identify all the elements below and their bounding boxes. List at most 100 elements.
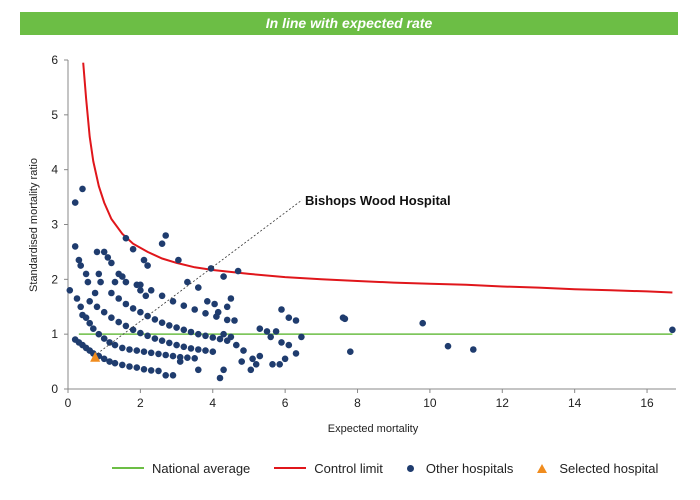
- other-hospital-point: [298, 333, 305, 341]
- other-hospital-point: [187, 328, 195, 336]
- legend-label: National average: [152, 460, 251, 476]
- y-tick-label: 5: [51, 108, 58, 122]
- other-hospital-point: [108, 314, 115, 322]
- other-hospital-point: [119, 344, 126, 352]
- other-hospital-point: [341, 315, 349, 323]
- other-hospital-point: [216, 335, 224, 343]
- other-hospital-point: [91, 289, 99, 297]
- other-hospital-point: [269, 361, 276, 368]
- other-hospital-point: [137, 308, 144, 316]
- other-hospital-point: [249, 355, 256, 363]
- other-hospital-point: [162, 351, 169, 359]
- x-tick-label: 14: [568, 396, 582, 410]
- other-hospital-point: [216, 374, 224, 382]
- other-hospital-point: [281, 355, 289, 363]
- other-hospital-point: [180, 326, 188, 334]
- other-hospital-point: [195, 284, 202, 291]
- other-hospital-point: [90, 325, 97, 333]
- other-hospital-point: [195, 330, 202, 338]
- other-hospital-point: [162, 232, 169, 239]
- other-hospital-point: [263, 328, 271, 335]
- other-hospital-point: [169, 372, 177, 379]
- other-hospital-point: [147, 367, 155, 374]
- other-hospital-point: [93, 303, 101, 311]
- other-hospital-point: [77, 303, 84, 311]
- other-hospital-point: [234, 267, 242, 275]
- other-hospital-point: [231, 317, 238, 324]
- other-hospital-point: [147, 349, 155, 357]
- x-tick-label: 6: [282, 396, 289, 410]
- other-hospital-point: [233, 341, 240, 349]
- other-hospital-point: [79, 185, 86, 193]
- other-hospital-point: [100, 355, 108, 363]
- other-hospital-point: [82, 270, 90, 278]
- other-hospital-point: [100, 335, 108, 342]
- other-hospital-point: [82, 314, 90, 322]
- other-hospital-point: [158, 240, 166, 247]
- other-hospital-point: [444, 342, 452, 350]
- other-hospital-point: [267, 333, 275, 341]
- other-hospital-point: [151, 316, 159, 323]
- other-hospital-point: [213, 313, 220, 320]
- other-hospital-point: [276, 361, 284, 368]
- other-hospital-point: [195, 366, 202, 374]
- other-hospital-point: [144, 262, 151, 269]
- other-hospital-point: [347, 348, 354, 356]
- other-hospital-point: [211, 300, 218, 308]
- control-limit-line: [82, 62, 673, 294]
- other-hospital-point: [108, 289, 115, 297]
- other-hospital-point: [73, 295, 81, 302]
- other-hospital-point: [285, 341, 293, 349]
- other-hospital-point: [140, 348, 148, 356]
- other-hospital-point: [195, 346, 202, 353]
- other-hospital-point: [75, 256, 83, 264]
- other-hospital-point: [142, 292, 150, 300]
- other-hospital-point: [202, 310, 209, 317]
- other-hospital-point: [220, 366, 227, 374]
- other-hospital-point: [137, 281, 144, 289]
- y-tick-label: 4: [51, 163, 58, 177]
- legend-triangle-icon: [537, 463, 548, 473]
- legend-national-average: National average: [112, 461, 250, 476]
- other-hospital-point: [155, 350, 162, 358]
- other-hospital-point: [119, 361, 126, 369]
- other-hospital-point: [140, 366, 148, 373]
- x-tick-label: 8: [354, 396, 361, 410]
- other-hospital-point: [669, 326, 676, 334]
- other-hospital-point: [144, 312, 151, 320]
- other-hospital-point: [77, 262, 84, 269]
- other-hospital-point: [162, 372, 169, 379]
- other-hospital-point: [122, 278, 130, 286]
- other-hospital-point: [129, 305, 137, 312]
- other-hospital-point: [223, 303, 231, 311]
- other-hospital-point: [285, 314, 293, 322]
- y-axis-title: Standardised mortality ratio: [28, 158, 40, 292]
- other-hospital-point: [220, 330, 227, 338]
- other-hospital-point: [220, 273, 227, 280]
- other-hospital-point: [292, 350, 300, 357]
- other-hospital-point: [180, 343, 188, 351]
- legend-control-limit: Control limit: [274, 461, 383, 476]
- other-hospital-point: [95, 270, 103, 278]
- other-hospital-point: [144, 332, 151, 340]
- other-hospital-point: [119, 273, 126, 280]
- other-hospital-point: [252, 361, 260, 368]
- legend-other-hospitals: Other hospitals: [406, 460, 514, 476]
- other-hospital-point: [169, 298, 177, 305]
- other-hospital-point: [223, 316, 231, 324]
- other-hospital-point: [106, 339, 113, 346]
- other-hospital-point: [140, 256, 148, 264]
- other-hospital-point: [169, 352, 177, 360]
- legend-label: Other hospitals: [425, 460, 514, 476]
- y-tick-label: 1: [51, 327, 58, 341]
- other-hospital-point: [223, 337, 231, 345]
- other-hospital-point: [133, 364, 141, 371]
- other-hospital-point: [106, 358, 113, 365]
- other-hospital-point: [166, 322, 173, 329]
- x-tick-label: 0: [65, 396, 72, 410]
- other-hospital-point: [126, 363, 133, 370]
- legend-dot-icon: [406, 464, 414, 472]
- other-hospital-point: [86, 319, 93, 327]
